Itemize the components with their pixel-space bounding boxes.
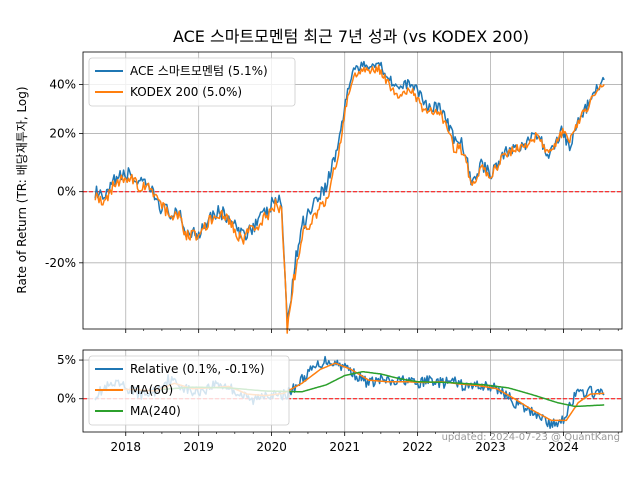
legend-label: Relative (0.1%, -0.1%) bbox=[130, 362, 265, 376]
y-tick-label: 40% bbox=[49, 77, 76, 91]
y-tick-label: -20% bbox=[45, 256, 76, 270]
x-tick-label: 2021 bbox=[329, 440, 360, 454]
x-tick-label: 2022 bbox=[402, 440, 433, 454]
y-tick-label: 5% bbox=[57, 353, 76, 367]
relative-chart-panel: 5% 0% Relative (0.1%, -0.1%) MA(60) MA(240) 2… bbox=[57, 349, 623, 454]
y-tick-label: 20% bbox=[49, 127, 76, 141]
legend-label: ACE 스마트모멘텀 (5.1%) bbox=[130, 64, 268, 78]
plot-frame bbox=[82, 51, 623, 330]
series-line bbox=[94, 64, 605, 334]
x-tick-label: 2024 bbox=[548, 440, 579, 454]
x-tick-label: 2019 bbox=[183, 440, 214, 454]
y-axis-label: Rate of Return (TR: 배당재투자, Log) bbox=[15, 86, 29, 293]
legend-label: MA(240) bbox=[130, 404, 181, 418]
legend-label: KODEX 200 (5.0%) bbox=[130, 85, 242, 99]
main-chart-panel: 40% 20% 0% -20% ACE 스마트모멘텀 (5.1%) KODEX 200 (… bbox=[15, 51, 623, 334]
chart-title: ACE 스마트모멘텀 최근 7년 성과 (vs KODEX 200) bbox=[173, 27, 529, 46]
x-tick-label: 2023 bbox=[475, 440, 506, 454]
x-tick-label: 2018 bbox=[110, 440, 141, 454]
legend: Relative (0.1%, -0.1%) MA(60) MA(240) bbox=[88, 355, 290, 426]
footer-credit: updated: 2024-07-23 @ QuantKang bbox=[442, 432, 620, 443]
legend-box bbox=[88, 57, 296, 107]
legend-box bbox=[88, 355, 290, 426]
plot-frame bbox=[82, 349, 623, 433]
y-tick-label: 0% bbox=[57, 185, 76, 199]
legend-label: MA(60) bbox=[130, 383, 173, 397]
y-tick-label: 0% bbox=[57, 392, 76, 406]
legend: ACE 스마트모멘텀 (5.1%) KODEX 200 (5.0%) bbox=[88, 57, 296, 107]
x-tick-label: 2020 bbox=[256, 440, 287, 454]
